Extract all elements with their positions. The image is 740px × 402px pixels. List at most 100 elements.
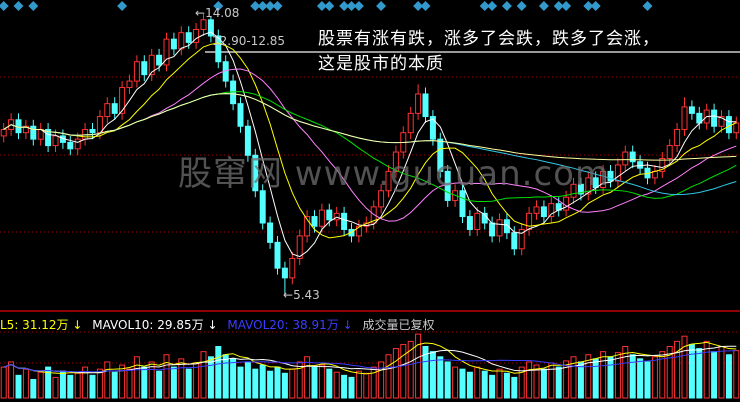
candle-down: [459, 190, 466, 218]
signal-marker: [0, 1, 9, 11]
volume-bar-down: [222, 354, 229, 399]
candle-up: [674, 128, 681, 147]
candle-up: [415, 93, 422, 114]
candle-up: [163, 38, 170, 66]
signal-marker: [479, 1, 490, 11]
candle-up: [355, 225, 362, 237]
candle-down: [607, 170, 614, 182]
candle-down: [237, 103, 244, 127]
volume-bar-up: [659, 351, 666, 399]
candle-up: [407, 112, 414, 134]
signal-marker: [28, 1, 39, 11]
candle-down: [592, 177, 599, 189]
volume-bar-up: [496, 368, 503, 399]
volume-bar-down: [489, 374, 496, 399]
volume-bar-up: [52, 376, 59, 399]
candle-down: [244, 125, 251, 156]
volume-bar-up: [355, 370, 362, 399]
candle-down: [267, 222, 274, 243]
signal-marker: [353, 1, 364, 11]
volume-bar-up: [304, 356, 311, 399]
candle-up: [518, 228, 525, 250]
volume-bar-up: [82, 366, 89, 399]
volume-bar-up: [407, 340, 414, 399]
candle-down: [281, 267, 288, 279]
candle-down: [170, 38, 177, 50]
mavol20-line: [3, 350, 737, 373]
candle-down: [311, 216, 318, 227]
low-price-label: ←5.43: [283, 288, 320, 302]
volume-bar-down: [637, 358, 644, 399]
candle-up: [296, 235, 303, 259]
candle-up: [385, 170, 392, 192]
mavol10-value: MAVOL10: 29.85万 ↓: [92, 318, 218, 332]
volume-bar-down: [215, 346, 222, 399]
ma120-line: [3, 93, 737, 161]
volume-bar-down: [540, 368, 547, 399]
volume-bar-down: [341, 374, 348, 399]
volume-bar-down: [67, 374, 74, 399]
signal-marker: [346, 1, 357, 11]
candle-down: [711, 109, 718, 127]
signal-marker: [420, 1, 431, 11]
volume-bar-down: [481, 370, 488, 399]
volume-bar-down: [503, 372, 510, 399]
volume-bar-up: [674, 340, 681, 399]
candle-up: [22, 125, 29, 134]
volume-bar-down: [230, 358, 237, 399]
candle-down: [503, 219, 510, 234]
volume-bar-down: [725, 354, 732, 399]
candle-up: [104, 103, 111, 118]
annotation-line-2: 这是股市的本质: [318, 54, 444, 74]
candle-up: [496, 219, 503, 237]
volume-bar-up: [289, 368, 296, 399]
candle-down: [215, 35, 222, 63]
signal-marker: [376, 1, 387, 11]
candle-up: [718, 116, 725, 127]
mavol5-line: [3, 341, 737, 375]
candle-up: [333, 212, 340, 221]
candle-down: [429, 116, 436, 140]
volume-bar-down: [511, 376, 518, 399]
candle-up: [681, 106, 688, 130]
volume-bar-up: [518, 366, 525, 399]
volume-bar-up: [651, 356, 658, 399]
volume-bar-up: [0, 366, 7, 399]
volume-bar-up: [193, 362, 200, 399]
candle-up: [126, 80, 133, 89]
volume-bar-up: [718, 346, 725, 399]
candle-up: [318, 209, 325, 227]
volume-bar-down: [696, 348, 703, 399]
volume-bar-up: [163, 354, 170, 399]
candle-up: [74, 138, 81, 150]
volume-bar-up: [96, 368, 103, 399]
volume-bar-up: [526, 361, 533, 399]
volume-bar-up: [178, 358, 185, 399]
level-label: 12.90-12.85: [212, 34, 286, 48]
volume-bar-down: [244, 361, 251, 399]
volume-adjusted-note: 成交量已复权: [362, 318, 435, 332]
candle-down: [67, 141, 74, 150]
candle-up: [304, 216, 311, 237]
candle-down: [156, 54, 163, 66]
candle-up: [622, 151, 629, 166]
volume-bar-up: [378, 361, 385, 399]
candle-up: [52, 135, 59, 147]
volume-bar-up: [392, 348, 399, 399]
candle-down: [259, 190, 266, 224]
volume-bar-down: [711, 351, 718, 399]
volume-bar-down: [629, 354, 636, 399]
candle-up: [614, 164, 621, 182]
volume-bar-up: [133, 356, 140, 399]
volume-bar-up: [666, 346, 673, 399]
volume-legend: L5: 31.12万 ↓ MAVOL10: 29.85万 ↓ MAVOL20: …: [0, 316, 440, 333]
candle-down: [489, 222, 496, 237]
signal-marker: [339, 1, 350, 11]
high-price-value: 14.08: [205, 6, 240, 20]
candle-down: [577, 183, 584, 195]
volume-bar-up: [452, 366, 459, 399]
volume-bar-up: [585, 354, 592, 399]
volume-bar-up: [363, 372, 370, 399]
signal-marker: [501, 1, 512, 11]
